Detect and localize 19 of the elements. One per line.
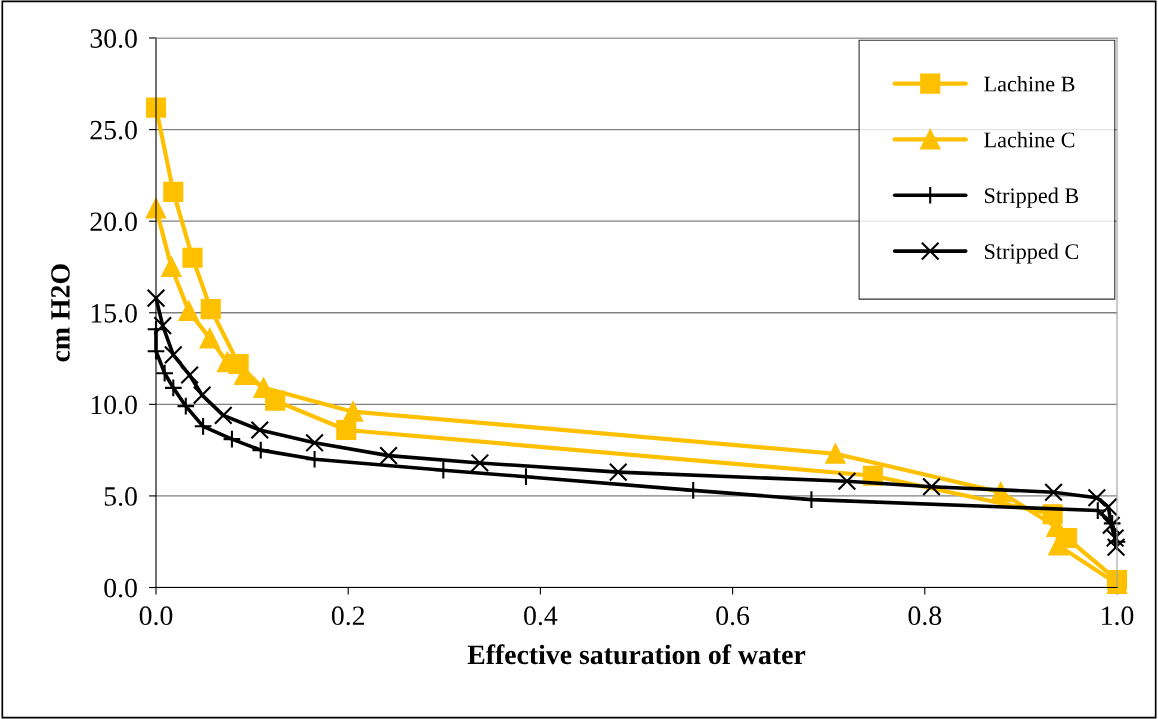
x-tick-label: 0.8 [908, 606, 942, 626]
x-tick-label: 0.2 [331, 606, 365, 626]
x-tick-label: 0.4 [524, 606, 558, 626]
x-tick-label: 1.0 [1102, 606, 1134, 626]
x-tick-label: 0.0 [139, 606, 173, 626]
y-tick-label: 15.0 [91, 303, 137, 323]
y-tick-label: 25.0 [90, 120, 137, 140]
y-tick-label: 5.0 [104, 487, 137, 506]
legend-label: Lachine C [984, 131, 1075, 148]
x-axis-title: Effective saturation of water [467, 644, 806, 665]
y-tick-label: 20.0 [90, 212, 137, 232]
x-tick-label: 0.6 [716, 606, 750, 626]
y-tick-label: 30.0 [90, 29, 137, 49]
y-tick-label: 0.0 [104, 578, 137, 598]
legend-label: Lachine B [984, 75, 1075, 92]
y-axis-title: cm H2O [51, 264, 70, 362]
legend-label: Stripped C [985, 243, 1078, 264]
legend-label: Stripped B [985, 187, 1079, 208]
y-tick-label: 10.0 [91, 395, 137, 415]
